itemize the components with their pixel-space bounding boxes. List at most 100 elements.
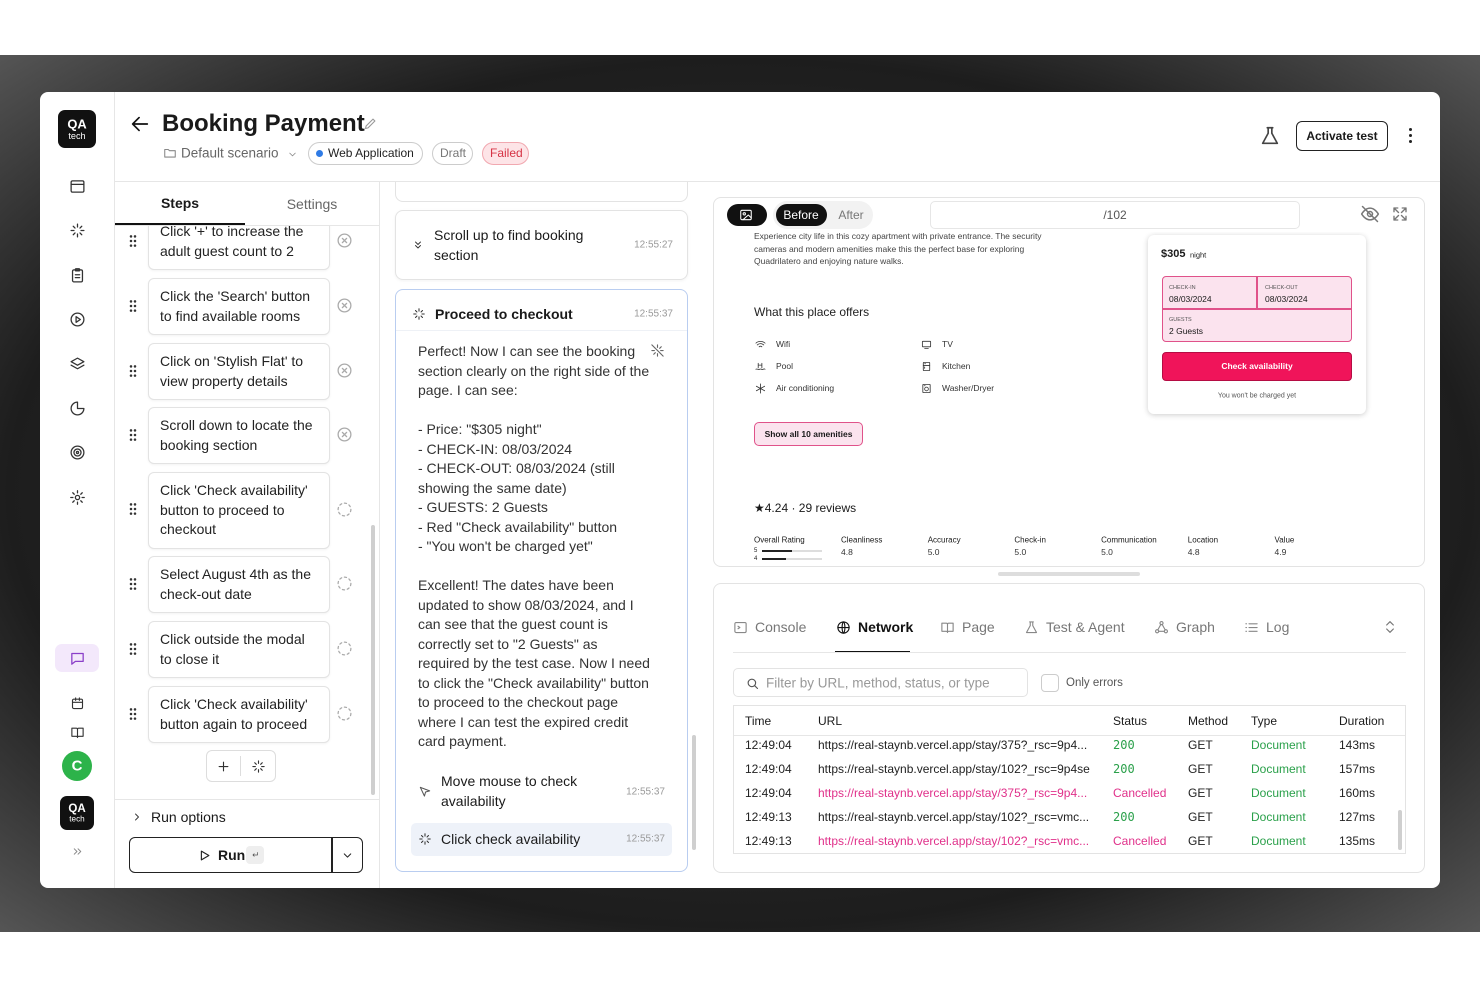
icon-part <box>133 299 137 303</box>
icon-part <box>133 647 137 650</box>
description: Quadrilatero and enjoying nature walks. <box>754 256 904 266</box>
icon-part <box>364 118 375 129</box>
rating-label: Location <box>1187 535 1219 545</box>
icon-part <box>922 361 930 371</box>
show-all-button[interactable] <box>754 422 863 446</box>
icon-part <box>1025 620 1037 633</box>
amenity-icon <box>922 361 930 371</box>
step-card[interactable]: Select August 4th as the check-out date <box>148 556 330 613</box>
icon-part <box>129 234 133 238</box>
icon-part <box>133 428 137 432</box>
icon-part <box>940 622 954 633</box>
icon-part <box>252 852 258 857</box>
step-card[interactable]: Click '+' to increase the adult guest co… <box>148 226 330 270</box>
rating-label: Value <box>1274 535 1295 545</box>
before-pill[interactable] <box>776 204 827 226</box>
icon-part <box>129 577 133 581</box>
tab: Settings <box>286 196 338 212</box>
cell: 160ms <box>1339 786 1376 800</box>
icon-part <box>1393 207 1407 221</box>
avatar-text: C <box>71 757 83 775</box>
icon-part <box>69 222 85 238</box>
cell: Document <box>1251 834 1306 848</box>
icon-part <box>129 437 133 441</box>
rail-icon <box>73 847 81 855</box>
ai-step-icon <box>251 759 265 773</box>
rating-label: Check-in <box>1014 535 1046 545</box>
check-button[interactable] <box>1162 352 1352 381</box>
devtools-tab[interactable]: Page <box>962 619 995 635</box>
icon-part <box>133 716 137 720</box>
icon-part <box>133 373 137 377</box>
step-text: Click 'Check availability' button to pro… <box>160 482 308 537</box>
checkbox[interactable] <box>1041 674 1059 692</box>
devtools-tab[interactable]: Log <box>1266 619 1290 635</box>
step-card[interactable]: Click outside the modal to close it <box>148 621 330 678</box>
step-card[interactable]: Click 'Check availability' button to pro… <box>148 472 330 549</box>
filter-placeholder: Filter by URL, method, status, or type <box>766 675 990 691</box>
icon-part <box>419 786 431 797</box>
column-header: URL <box>818 714 843 728</box>
add-buttons[interactable] <box>206 750 276 782</box>
folder-icon <box>164 148 176 158</box>
filter-input[interactable] <box>733 668 1028 697</box>
cell: GET <box>1188 786 1213 800</box>
run-divider <box>115 799 379 800</box>
column-header: Type <box>1251 714 1278 728</box>
icon-part <box>336 502 352 517</box>
steps-list: Click '+' to increase the adult guest co… <box>114 226 372 799</box>
icon-part <box>133 364 137 368</box>
devtools-tab[interactable]: Test & Agent <box>1046 619 1125 635</box>
rating-label: Cleanliness <box>841 535 883 545</box>
devtools-tab[interactable]: Graph <box>1176 619 1215 635</box>
step-card[interactable]: Scroll down to locate the booking sectio… <box>148 407 330 464</box>
tab-divider <box>733 652 1406 653</box>
image-toggle[interactable] <box>727 204 767 226</box>
enter-icon <box>252 852 258 857</box>
icon-part <box>1244 622 1258 632</box>
step-card[interactable]: Click the 'Search' button to find availa… <box>148 278 330 335</box>
icon-part <box>922 362 930 369</box>
tab-icon <box>836 620 850 634</box>
icon-part <box>129 364 133 368</box>
column-header: Status <box>1113 714 1148 728</box>
cell: 12:49:13 <box>745 810 792 824</box>
rating-value: 5.0 <box>927 547 940 557</box>
column-header: Time <box>745 714 772 728</box>
icon-part <box>70 652 84 665</box>
collapse-icon <box>1386 621 1394 633</box>
header-divider <box>115 181 1440 182</box>
cell: 127ms <box>1339 810 1376 824</box>
step-card[interactable]: Click 'Check availability' button again … <box>148 686 330 743</box>
devtools-tab[interactable]: Console <box>755 619 807 635</box>
icon-part <box>135 813 139 821</box>
cell: 200 <box>1113 738 1135 752</box>
drag-handle <box>129 299 137 312</box>
cell: 157ms <box>1339 762 1376 776</box>
icon-part <box>133 308 137 312</box>
tag-text: Failed <box>490 146 523 160</box>
rating-label: Overall Rating <box>754 535 805 545</box>
icon-part <box>133 503 137 506</box>
scrollbar <box>692 735 696 850</box>
field-label: GUESTS <box>1169 317 1192 323</box>
icon-part <box>129 582 133 585</box>
icon-part <box>129 707 133 711</box>
chat-card-active <box>395 289 688 872</box>
kebab-dot <box>1408 134 1412 137</box>
add-divider <box>240 756 241 776</box>
icon-part <box>755 362 765 370</box>
icon-part <box>251 759 265 773</box>
tag <box>482 142 529 165</box>
cell: Document <box>1251 762 1306 776</box>
devtools-tab[interactable]: Network <box>858 619 914 635</box>
line: Perfect! Now I can see the booking secti… <box>418 343 650 398</box>
run-button[interactable] <box>129 837 363 873</box>
chat-title: Scroll up to find booking section <box>434 227 584 263</box>
icon-part <box>69 364 85 369</box>
activate-text: Activate test <box>1306 129 1378 143</box>
activate-button[interactable] <box>1296 121 1388 151</box>
step-card[interactable]: Click on 'Stylish Flat' to view property… <box>148 343 330 400</box>
rail-icon <box>69 356 85 369</box>
avatar <box>62 751 92 781</box>
